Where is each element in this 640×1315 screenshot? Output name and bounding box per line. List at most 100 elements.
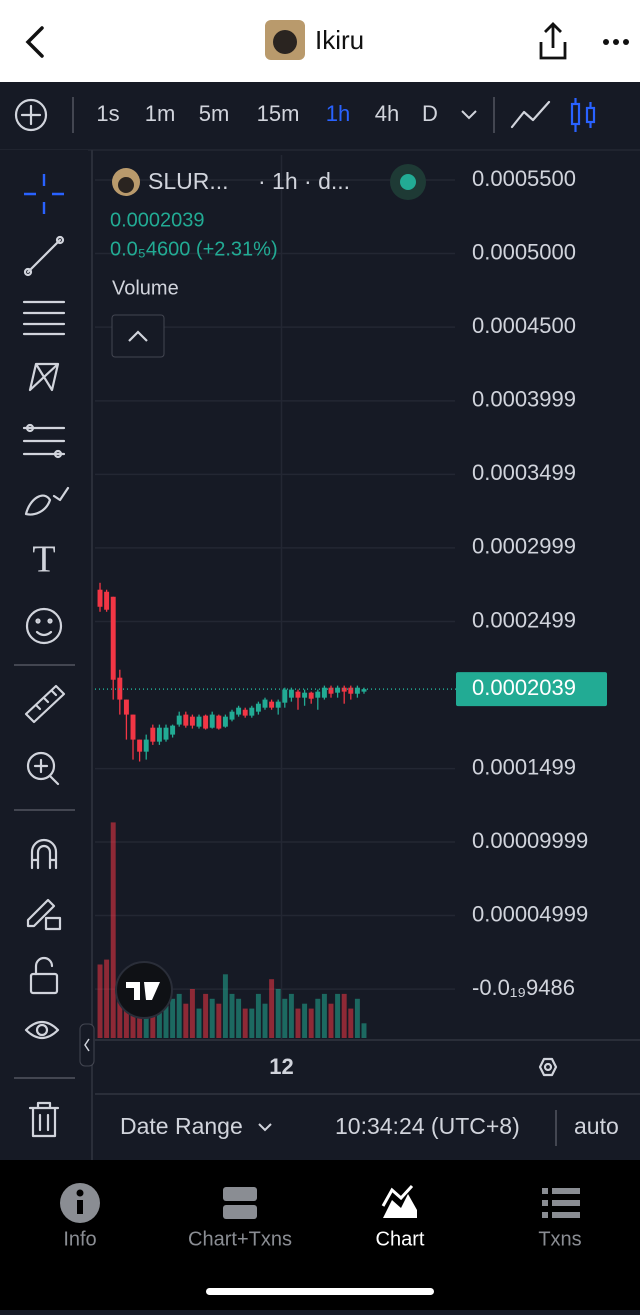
y-tick-label: 0.0002499 [472, 607, 576, 632]
lock-drawing-tool[interactable] [26, 898, 62, 931]
y-tick-label: 0.00004999 [472, 901, 588, 926]
candle-body [308, 692, 314, 699]
page-title: Ikiru [315, 25, 364, 55]
volume-bar [150, 1008, 156, 1038]
timeframe-menu[interactable] [461, 110, 477, 120]
volume-bar [176, 993, 182, 1038]
timeframe-button[interactable]: 5m [199, 101, 230, 126]
volume-bar [189, 989, 195, 1038]
candle-body [295, 691, 301, 698]
tv-logo [115, 961, 173, 1019]
candle-body [222, 716, 228, 727]
magnet-tool[interactable] [30, 838, 58, 870]
timeframe-button[interactable]: 4h [375, 101, 399, 126]
y-tick-label: 0.0004500 [472, 313, 576, 338]
delete-tool[interactable] [28, 1101, 60, 1138]
chart-legend: SLUR... · 1h · d... 0.0002039 0.0₅4600 (… [110, 164, 426, 358]
y-tick-label: 0.00009999 [472, 828, 588, 853]
volume-bar [110, 822, 116, 1038]
add-button[interactable] [14, 98, 48, 132]
volume-bar [163, 984, 169, 1038]
candle-body [163, 727, 169, 740]
candle-body [104, 591, 110, 610]
timeframe-button[interactable]: 1m [145, 101, 176, 126]
info-icon [60, 1183, 100, 1223]
y-tick-label: 0.0001499 [472, 754, 576, 779]
volume-bar [156, 1003, 162, 1038]
volume-bar [335, 993, 341, 1038]
volume-bar [203, 993, 209, 1038]
candle-body [321, 687, 327, 698]
volume-bar [209, 998, 215, 1038]
timeframes: 1s 1m 5m 15m 1h 4h D [96, 101, 438, 126]
volume-bar [123, 993, 129, 1038]
timeframe-button[interactable]: 1s [96, 101, 119, 126]
tab[interactable]: Chart [376, 1228, 425, 1250]
brush-tool[interactable] [24, 486, 70, 516]
candle-chart-button[interactable] [570, 98, 596, 132]
candle-body [335, 687, 341, 693]
tab[interactable]: Chart+Txns [188, 1228, 292, 1250]
candle-body [209, 714, 215, 728]
candle-body [341, 687, 347, 692]
date-range-button[interactable]: Date Range [120, 1113, 243, 1139]
back-button[interactable] [25, 26, 44, 58]
text-tool[interactable]: T [32, 539, 55, 581]
more-button[interactable] [603, 39, 629, 45]
timeframe-button[interactable]: 15m [257, 101, 300, 126]
trend-line-tool[interactable] [23, 235, 65, 277]
visibility-tool[interactable] [24, 1020, 60, 1040]
volume-bar [170, 998, 176, 1038]
volume-bar [242, 1008, 248, 1038]
volume-bar [361, 1023, 367, 1038]
candle-body [275, 701, 281, 708]
volume-bar [282, 998, 288, 1038]
last-price-tag [456, 672, 607, 707]
collapse-legend[interactable] [111, 314, 165, 358]
status-dot [400, 174, 416, 190]
collapse-arrow [84, 1038, 90, 1052]
zoom-tool[interactable] [26, 751, 60, 786]
volume-bar [104, 959, 110, 1038]
candle-body [249, 707, 255, 716]
candle-body [97, 589, 103, 607]
timeframe-button[interactable]: D [422, 101, 438, 126]
volume-bar [97, 964, 103, 1038]
top-bar [0, 0, 640, 82]
collapse-handle[interactable] [79, 1023, 95, 1067]
tab[interactable]: Txns [538, 1228, 581, 1250]
volume-bar [196, 1008, 202, 1038]
volume-bar [315, 998, 321, 1038]
share-button[interactable] [539, 22, 567, 60]
candle-body [156, 727, 162, 742]
crosshair-tool[interactable] [24, 174, 64, 214]
ruler-tool[interactable] [24, 684, 66, 724]
fib-tool[interactable] [22, 300, 66, 336]
line-chart-button[interactable] [510, 100, 551, 129]
pattern-tool[interactable] [28, 362, 60, 392]
y-tick-label: 0.0003999 [472, 387, 576, 412]
timeframe-button[interactable]: 1h [326, 101, 350, 126]
candle-body [143, 739, 149, 752]
candle-body [110, 596, 116, 680]
candle-body [269, 701, 275, 708]
candle-body [288, 689, 294, 698]
candle-body [262, 699, 268, 708]
candle-body [255, 703, 261, 712]
settings-button[interactable] [538, 1057, 558, 1077]
candle-body [315, 691, 321, 698]
legend-change: 0.0₅4600 (+2.31%) [110, 238, 278, 260]
emoji-tool[interactable] [25, 607, 63, 645]
volume-bar [255, 993, 261, 1038]
lock-tool[interactable] [29, 956, 59, 995]
volume-bar [308, 1008, 314, 1038]
projection-tool[interactable] [22, 423, 66, 459]
candle-body [176, 715, 182, 725]
volume-bar [288, 993, 294, 1038]
auto-scale-button[interactable]: auto [574, 1113, 619, 1139]
candle-body [216, 715, 222, 729]
volume-bar [117, 979, 123, 1038]
tab[interactable]: Info [63, 1228, 96, 1250]
